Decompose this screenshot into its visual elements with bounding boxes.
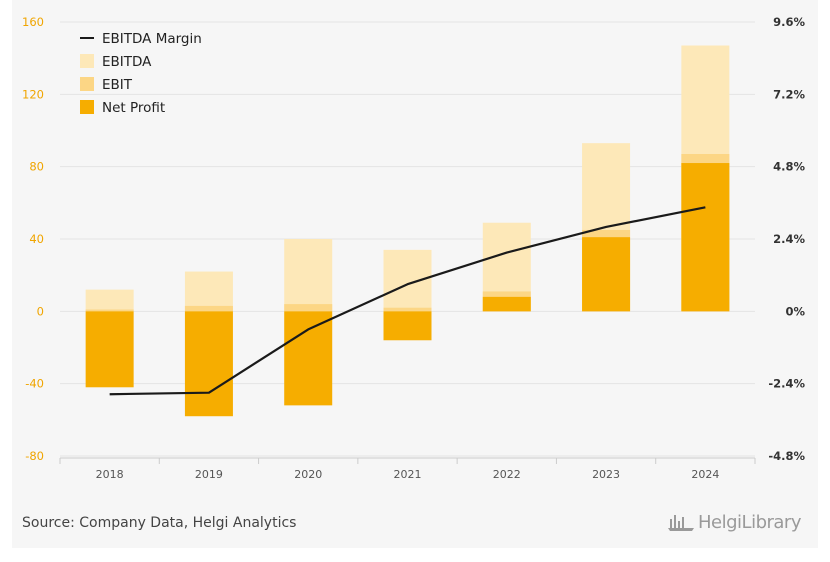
line-ebitda-margin bbox=[109, 206, 706, 396]
legend-swatch-net-profit bbox=[80, 100, 94, 114]
axes: -80 -40 0 40 80 120 160 -4.8% -2.4% 0% 2.4% 4.8% 7.2… bbox=[22, 15, 805, 481]
legend-label: EBIT bbox=[102, 77, 133, 93]
y-left-tick-label: 0 bbox=[37, 304, 44, 318]
bar-ebitda-2020 bbox=[284, 239, 333, 312]
x-tick-label: 2022 bbox=[493, 468, 521, 481]
bar-ebit-2018 bbox=[85, 309, 134, 312]
y-right-tick-label: 9.6% bbox=[773, 15, 805, 29]
bar-net-profit-2024 bbox=[681, 163, 730, 312]
x-tick-label: 2019 bbox=[195, 468, 223, 481]
legend-label: Net Profit bbox=[102, 100, 165, 116]
bar-ebitda-2021 bbox=[383, 249, 432, 312]
bar-net-profit-2022 bbox=[482, 296, 531, 312]
bar-ebit-2020 bbox=[284, 304, 333, 312]
legend-swatch-ebit bbox=[80, 77, 94, 91]
y-right-tick-label: -2.4% bbox=[768, 377, 805, 391]
brand-logo: HelgiLibrary bbox=[668, 512, 801, 533]
y-right-tick-label: 7.2% bbox=[773, 87, 805, 101]
bar-net-profit-2020 bbox=[284, 311, 333, 406]
y-left-tick-label: 40 bbox=[29, 232, 44, 246]
x-tick-label: 2018 bbox=[96, 468, 124, 481]
source-note: Source: Company Data, Helgi Analytics bbox=[22, 515, 297, 531]
legend-swatch-ebitda bbox=[80, 54, 94, 68]
x-tick-label: 2020 bbox=[294, 468, 322, 481]
grid-lines bbox=[60, 21, 755, 457]
bar-ebitda-2018 bbox=[85, 289, 134, 312]
bar-ebit-2019 bbox=[184, 305, 233, 312]
legend-label: EBITDA bbox=[102, 54, 152, 70]
x-tick-label: 2023 bbox=[592, 468, 620, 481]
y-left-tick-label: 120 bbox=[22, 87, 44, 101]
bar-net-profit-2018 bbox=[85, 311, 134, 388]
x-tick-label: 2021 bbox=[394, 468, 422, 481]
x-tick-label: 2024 bbox=[691, 468, 719, 481]
y-left-tick-label: 160 bbox=[22, 15, 44, 29]
legend: EBITDA Margin EBITDA EBIT Net Profit bbox=[80, 31, 202, 116]
y-left-tick-label: -40 bbox=[25, 377, 44, 391]
bar-net-profit-2023 bbox=[582, 237, 631, 312]
bars bbox=[85, 45, 730, 417]
bar-ebitda-2019 bbox=[184, 271, 233, 312]
margin-line bbox=[109, 206, 706, 396]
y-right-tick-label: 2.4% bbox=[773, 232, 805, 246]
bar-ebit-2021 bbox=[383, 307, 432, 312]
y-right-tick-label: 4.8% bbox=[773, 160, 805, 174]
legend-label: EBITDA Margin bbox=[102, 31, 202, 47]
bar-net-profit-2021 bbox=[383, 311, 432, 341]
y-right-tick-label: 0% bbox=[785, 304, 805, 318]
y-left-tick-label: 80 bbox=[29, 160, 44, 174]
y-left-tick-label: -80 bbox=[25, 449, 44, 463]
bar-net-profit-2019 bbox=[184, 311, 233, 417]
bar-chart-logo-icon bbox=[668, 515, 694, 531]
y-right-tick-label: -4.8% bbox=[768, 449, 805, 463]
brand-name: HelgiLibrary bbox=[698, 512, 801, 533]
